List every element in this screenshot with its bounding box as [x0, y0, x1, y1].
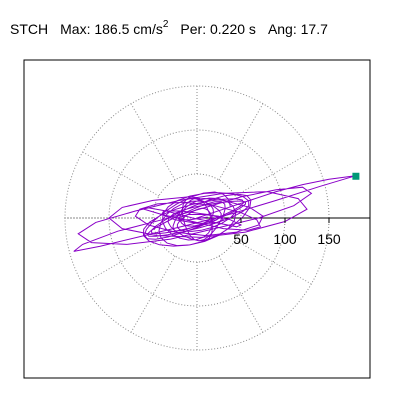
particle-motion-trace — [73, 175, 356, 252]
trace-layer — [73, 175, 356, 252]
per-label: Per: — [180, 21, 207, 37]
tick-labels: 50 100 150 — [233, 218, 341, 247]
grid-spoke — [82, 239, 160, 285]
max-unit: cm/s — [133, 21, 163, 37]
max-value: 186.5 — [94, 21, 130, 37]
particle-motion-trace-core — [142, 191, 252, 247]
grid-spoke — [218, 255, 264, 333]
grid-spoke — [130, 103, 176, 181]
peak-marker — [352, 172, 360, 180]
per-value: 0.220 s — [210, 21, 256, 37]
ang-value: 17.7 — [300, 21, 328, 37]
max-label: Max: — [60, 21, 91, 37]
x-tick-label: 100 — [273, 231, 297, 247]
max-unit-exponent: 2 — [162, 19, 169, 30]
marker-layer — [352, 172, 360, 180]
plot-frame — [23, 59, 371, 379]
ang-label: Ang: — [267, 21, 297, 37]
x-tick-label: 50 — [233, 231, 249, 247]
grid-spoke — [130, 255, 176, 333]
station-code: STCH — [10, 21, 49, 37]
header-line: STCH Max: 186.5 cm/s2 Per: 0.220 s Ang: 17.… — [10, 19, 328, 41]
x-tick-label: 150 — [317, 231, 341, 247]
grid-spoke — [82, 151, 160, 197]
grid-spoke — [234, 151, 312, 197]
grid-spoke — [218, 103, 264, 181]
